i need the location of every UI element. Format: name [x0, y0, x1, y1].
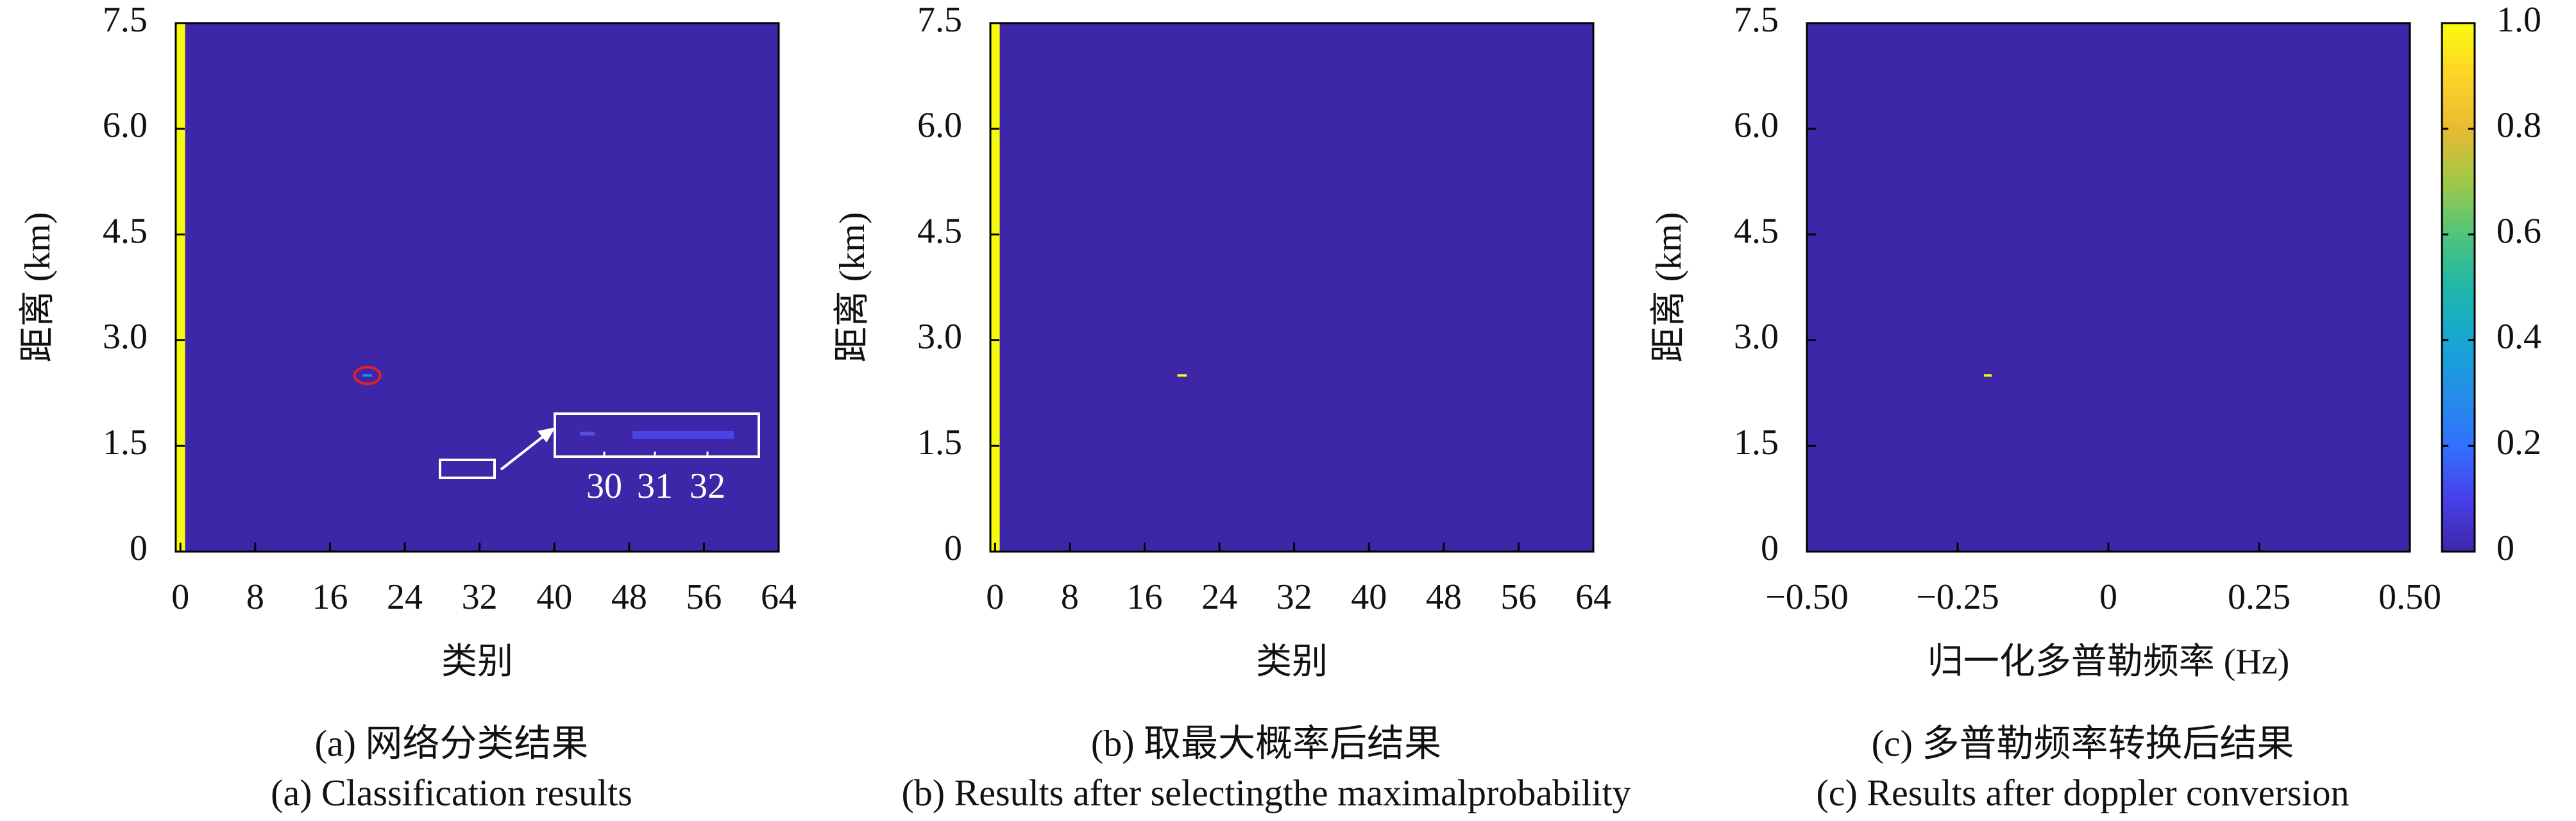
x-tick-label: 64 — [761, 577, 797, 617]
y-tick-label: 1.5 — [103, 423, 148, 462]
inset-tick-label: 32 — [690, 466, 725, 506]
y-axis-label: 距离 (km) — [1649, 212, 1689, 363]
y-tick-label: 0 — [1761, 529, 1779, 568]
y-tick-label: 1.5 — [917, 423, 962, 462]
y-tick-label: 4.5 — [917, 211, 962, 251]
x-tick-label: 32 — [1276, 577, 1312, 617]
x-tick-label: 24 — [387, 577, 423, 617]
x-tick-label: 0.25 — [2228, 577, 2291, 617]
x-tick-label: 64 — [1575, 577, 1611, 617]
panel: 0 8 16 24 32 40 48 56 64 0 1.5 3.0 4.5 6.0 7.5 类别 距离 (km… — [18, 0, 797, 813]
panel: −0.50 −0.25 0 0.25 0.50 0 1.5 3.0 4.5 6.0 7.5 归一化多普… — [1649, 0, 2541, 813]
inset-tick-label: 31 — [637, 466, 673, 506]
y-tick-label: 1.5 — [1734, 423, 1779, 462]
heatmap-background — [1807, 23, 2410, 552]
colorbar-tick-label: 0.2 — [2496, 423, 2541, 462]
y-axis-label: 距离 (km) — [833, 212, 872, 363]
inset-bar — [632, 431, 734, 439]
y-tick-label: 3.0 — [1734, 317, 1779, 357]
x-tick-label: 8 — [246, 577, 264, 617]
panel: 0 8 16 24 32 40 48 56 64 0 1.5 3.0 4.5 6.0 7.5 类别 距离 (km… — [833, 0, 1631, 813]
heatmap-column — [176, 23, 185, 552]
x-tick-label: 40 — [1351, 577, 1387, 617]
zoom-arrow — [500, 434, 547, 471]
heatmap-column — [990, 23, 1000, 552]
y-tick-label: 0 — [130, 529, 148, 568]
x-tick-label: 40 — [536, 577, 572, 617]
highlight-ellipse — [353, 366, 382, 385]
heatmap-background — [990, 23, 1593, 552]
y-tick-label: 0 — [944, 529, 962, 568]
x-tick-label: 8 — [1061, 577, 1079, 617]
x-tick-label: 16 — [1126, 577, 1162, 617]
caption: (a) 网络分类结果 — [315, 722, 589, 764]
zoom-arrowhead — [538, 427, 555, 443]
y-tick-label: 7.5 — [103, 0, 148, 40]
y-tick-label: 3.0 — [103, 317, 148, 357]
x-tick-label: −0.50 — [1765, 577, 1849, 617]
x-tick-label: 56 — [686, 577, 722, 617]
x-axis-label: 类别 — [441, 642, 513, 682]
y-tick-label: 3.0 — [917, 317, 962, 357]
colorbar-tick-label: 0 — [2496, 529, 2514, 568]
x-axis-label: 归一化多普勒频率 (Hz) — [1928, 642, 2290, 682]
heatmap-cell — [1984, 374, 1992, 377]
colorbar-tick-label: 1.0 — [2496, 0, 2541, 40]
inset-tick-label: 30 — [586, 466, 622, 506]
x-tick-label: −0.25 — [1916, 577, 1999, 617]
zoom-source — [439, 459, 496, 479]
caption: (b) Results after selectingthe maximalpr… — [901, 772, 1631, 813]
x-tick-label: 32 — [462, 577, 498, 617]
x-tick-label: 0 — [2099, 577, 2117, 617]
y-tick-label: 6.0 — [103, 106, 148, 146]
y-tick-label: 6.0 — [1734, 106, 1779, 146]
caption: (a) Classification results — [271, 772, 632, 813]
plot-frame — [174, 22, 780, 553]
y-tick-label: 7.5 — [1734, 0, 1779, 40]
x-tick-label: 0 — [171, 577, 189, 617]
x-tick-label: 0 — [986, 577, 1004, 617]
x-axis-label: 类别 — [1256, 642, 1328, 682]
caption: (b) 取最大概率后结果 — [1091, 722, 1441, 764]
x-tick-label: 56 — [1500, 577, 1536, 617]
caption: (c) Results after doppler conversion — [1816, 772, 2349, 813]
y-tick-label: 6.0 — [917, 106, 962, 146]
inset-dash — [580, 432, 595, 436]
colorbar-tick-label: 0.4 — [2496, 317, 2541, 357]
x-tick-label: 16 — [312, 577, 348, 617]
y-axis-label: 距离 (km) — [18, 212, 58, 363]
x-tick-label: 24 — [1201, 577, 1237, 617]
colorbar — [2441, 22, 2476, 553]
x-tick-label: 48 — [1426, 577, 1462, 617]
heatmap-cell — [1177, 374, 1187, 377]
y-tick-label: 4.5 — [1734, 211, 1779, 251]
plot-frame — [989, 22, 1595, 553]
caption: (c) 多普勒频率转换后结果 — [1872, 722, 2294, 764]
x-tick-label: 0.50 — [2378, 577, 2441, 617]
y-tick-label: 7.5 — [917, 0, 962, 40]
colorbar-tick-label: 0.6 — [2496, 211, 2541, 251]
heatmap-cell — [362, 374, 373, 377]
colorbar-tick-label: 0.8 — [2496, 106, 2541, 146]
heatmap-background — [176, 23, 779, 552]
y-tick-label: 4.5 — [103, 211, 148, 251]
x-tick-label: 48 — [611, 577, 647, 617]
